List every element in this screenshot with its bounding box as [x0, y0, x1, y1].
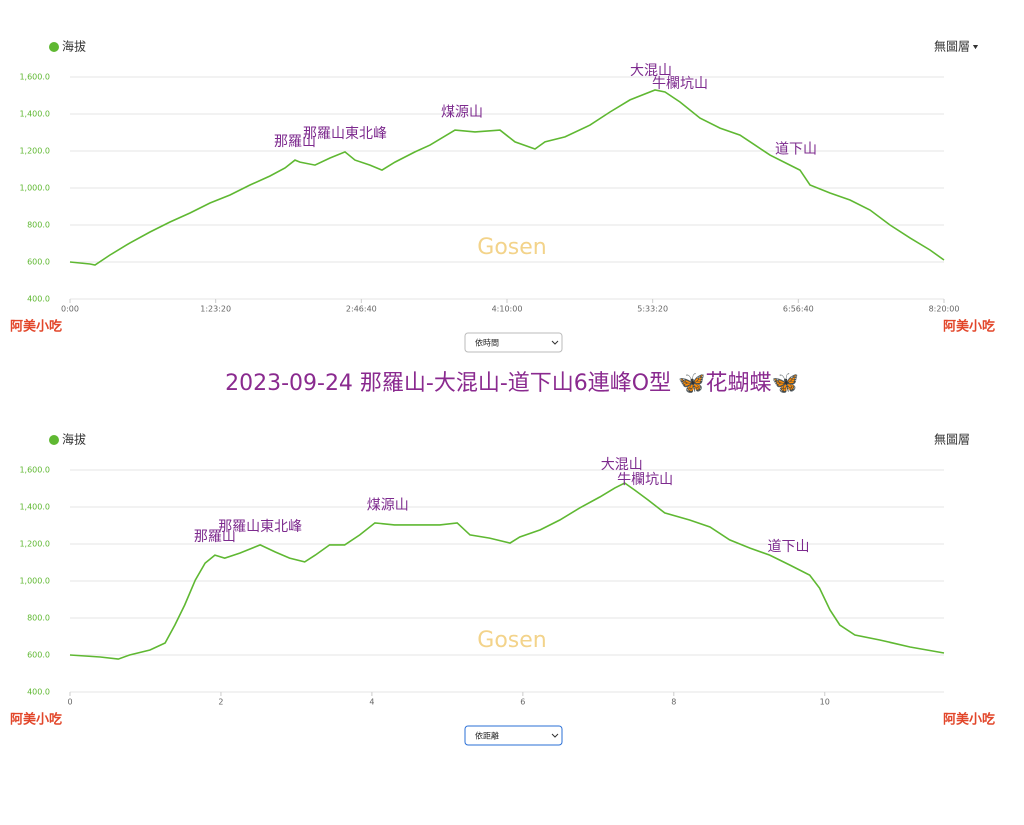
selector-chevron	[551, 733, 559, 738]
x-tick-label: 10	[820, 698, 830, 707]
x-tick-label: 6:56:40	[783, 305, 814, 314]
x-tick-label: 4	[369, 698, 374, 707]
peak-label: 大混山	[630, 63, 672, 79]
credit-left: 阿美小吃	[10, 319, 62, 335]
y-tick-label: 400.0	[27, 295, 50, 304]
legend-marker	[49, 42, 59, 52]
y-tick-label: 1,200.0	[19, 540, 50, 549]
x-tick-label: 2	[218, 698, 223, 707]
x-tick-label: 4:10:00	[492, 305, 523, 314]
y-tick-label: 1,600.0	[19, 73, 50, 82]
peak-label: 大混山	[601, 457, 643, 473]
page-title: 2023-09-24 那羅山-大混山-道下山6連峰O型 🦋花蝴蝶🦋	[225, 371, 799, 396]
y-tick-label: 1,600.0	[19, 466, 50, 475]
x-tick-label: 0	[67, 698, 72, 707]
legend-marker	[49, 435, 59, 445]
layer-menu[interactable]: 無圖層	[934, 432, 970, 447]
selector-box[interactable]	[464, 725, 563, 746]
peak-label: 那羅山東北峰	[303, 126, 387, 142]
y-tick-label: 600.0	[27, 258, 50, 267]
credit-right: 阿美小吃	[943, 712, 995, 728]
y-tick-label: 800.0	[27, 614, 50, 623]
y-tick-label: 400.0	[27, 688, 50, 697]
y-tick-label: 1,200.0	[19, 147, 50, 156]
layer-menu[interactable]: 無圖層	[934, 39, 970, 54]
x-tick-label: 5:33:20	[637, 305, 668, 314]
credit-right: 阿美小吃	[943, 319, 995, 335]
peak-label: 煤源山	[441, 105, 483, 121]
x-tick-label: 8	[671, 698, 676, 707]
credit-left: 阿美小吃	[10, 712, 62, 728]
peak-label: 那羅山東北峰	[218, 519, 302, 535]
watermark: Gosen	[477, 235, 546, 260]
y-tick-label: 1,000.0	[19, 184, 50, 193]
selector-label[interactable]: 依距離	[475, 731, 499, 741]
x-tick-label: 2:46:40	[346, 305, 377, 314]
selector-chevron	[551, 340, 559, 345]
peak-label: 道下山	[768, 539, 810, 555]
y-tick-label: 600.0	[27, 651, 50, 660]
legend-label: 海拔	[62, 39, 86, 54]
peak-label: 那羅山	[274, 134, 316, 150]
y-tick-label: 800.0	[27, 221, 50, 230]
x-tick-label: 1:23:20	[200, 305, 231, 314]
selector-label[interactable]: 依時間	[475, 338, 499, 348]
elevation-line	[69, 482, 945, 660]
peak-label: 牛欄坑山	[617, 472, 673, 488]
selector-box[interactable]	[464, 332, 563, 353]
x-tick-label: 6	[520, 698, 525, 707]
peak-label: 那羅山	[194, 529, 236, 545]
watermark: Gosen	[477, 628, 546, 653]
y-tick-label: 1,400.0	[19, 110, 50, 119]
x-tick-label: 8:20:00	[929, 305, 960, 314]
elevation-line	[69, 89, 945, 266]
legend-label: 海拔	[62, 432, 86, 447]
y-tick-label: 1,400.0	[19, 503, 50, 512]
y-tick-label: 1,000.0	[19, 577, 50, 586]
menu-arrow	[973, 45, 978, 49]
peak-label: 道下山	[775, 142, 817, 158]
x-tick-label: 0:00	[61, 305, 79, 314]
peak-label: 煤源山	[367, 498, 409, 514]
peak-label: 牛欄坑山	[652, 76, 708, 92]
